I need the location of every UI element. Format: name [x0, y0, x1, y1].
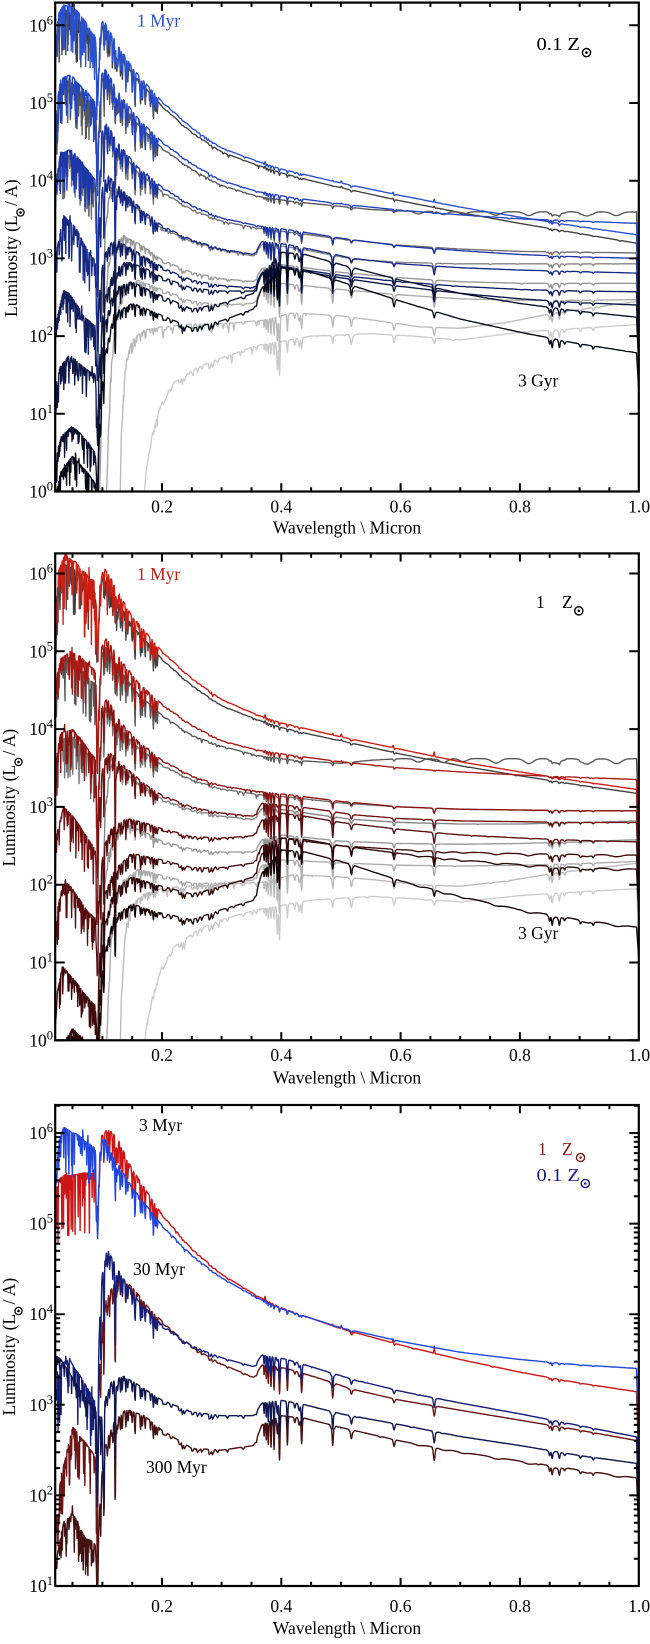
svg-text:0.1 Z: 0.1 Z — [537, 34, 581, 54]
svg-text:3 Myr: 3 Myr — [139, 1115, 182, 1135]
svg-text:1: 1 — [538, 1139, 547, 1159]
svg-text:1.0: 1.0 — [628, 497, 650, 517]
svg-text:0.6: 0.6 — [390, 1596, 412, 1616]
svg-text:1 Myr: 1 Myr — [137, 11, 180, 31]
svg-text:Luminosity (L: Luminosity (L — [0, 765, 19, 867]
svg-text:/ A): / A) — [1, 179, 21, 206]
svg-text:0.2: 0.2 — [151, 1045, 173, 1065]
svg-text:Luminosity (L: Luminosity (L — [1, 215, 21, 317]
svg-text:/ A): / A) — [0, 1278, 19, 1305]
svg-text:0.2: 0.2 — [151, 1596, 173, 1616]
svg-text:0.1 Z: 0.1 Z — [537, 1165, 581, 1185]
svg-text:0.2: 0.2 — [151, 497, 173, 517]
svg-text:Wavelength \ Micron: Wavelength \ Micron — [273, 518, 422, 538]
svg-text:0.8: 0.8 — [509, 1596, 531, 1616]
svg-text:1 Myr: 1 Myr — [137, 564, 180, 584]
svg-text:0.8: 0.8 — [509, 1045, 531, 1065]
svg-text:Luminosity (L: Luminosity (L — [0, 1314, 19, 1416]
svg-text:0.4: 0.4 — [270, 497, 292, 517]
svg-text:1.0: 1.0 — [628, 1045, 650, 1065]
svg-text:Z: Z — [562, 592, 573, 612]
svg-text:Wavelength \ Micron: Wavelength \ Micron — [273, 1618, 422, 1638]
svg-text:3 Gyr: 3 Gyr — [518, 923, 559, 943]
svg-text:0.4: 0.4 — [270, 1596, 292, 1616]
svg-text:0.4: 0.4 — [270, 1045, 292, 1065]
svg-text:1.0: 1.0 — [628, 1596, 650, 1616]
svg-text:/ A): / A) — [0, 729, 19, 756]
svg-text:Z: Z — [562, 1139, 573, 1159]
svg-text:Wavelength \ Micron: Wavelength \ Micron — [273, 1068, 422, 1088]
svg-text:1: 1 — [536, 592, 545, 612]
svg-text:0.8: 0.8 — [509, 497, 531, 517]
svg-text:0.6: 0.6 — [390, 497, 412, 517]
svg-text:300 Myr: 300 Myr — [146, 1457, 207, 1477]
svg-text:0.6: 0.6 — [390, 1045, 412, 1065]
svg-text:3 Gyr: 3 Gyr — [518, 371, 559, 391]
svg-text:30 Myr: 30 Myr — [133, 1259, 185, 1279]
